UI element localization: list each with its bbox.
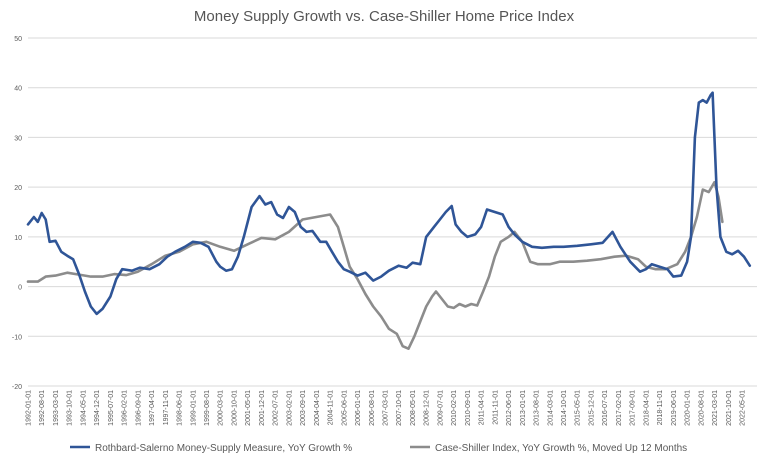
series-line-case-shiller — [26, 180, 724, 350]
series-line-money-supply — [26, 91, 752, 316]
x-tick-label: 2004-04-01 — [314, 390, 321, 426]
y-tick-label: -20 — [12, 384, 22, 391]
y-tick-label: 20 — [14, 185, 22, 192]
x-tick-label: 2019-06-01 — [671, 390, 678, 426]
x-tick-label: 2022-05-01 — [740, 390, 747, 426]
x-tick-label: 2016-07-01 — [602, 390, 609, 426]
x-tick-label: 2014-03-01 — [547, 390, 554, 426]
x-tick-label: 2018-04-01 — [643, 390, 650, 426]
x-tick-label: 2004-11-01 — [328, 390, 335, 425]
x-tick-label: 2006-01-01 — [355, 390, 362, 426]
x-tick-label: 2008-12-01 — [424, 390, 431, 426]
x-tick-label: 1998-06-01 — [177, 390, 184, 426]
x-tick-label: 2020-08-01 — [698, 390, 705, 426]
x-tick-label: 2011-04-01 — [479, 390, 486, 425]
x-tick-label: 1999-01-01 — [190, 390, 197, 426]
x-tick-label: 2013-08-01 — [534, 390, 541, 426]
x-tick-label: 2001-05-01 — [245, 390, 252, 426]
chart-title: Money Supply Growth vs. Case-Shiller Hom… — [193, 8, 575, 25]
y-tick-label: 40 — [14, 86, 22, 93]
x-tick-label: 2010-09-01 — [465, 390, 472, 426]
x-tick-label: 2002-07-01 — [273, 390, 280, 426]
y-tick-label: 50 — [14, 36, 22, 43]
x-tick-label: 1992-01-01 — [26, 390, 33, 426]
y-tick-label: 0 — [18, 285, 22, 292]
x-tick-label: 2018-11-01 — [657, 390, 664, 425]
x-tick-label: 2015-05-01 — [575, 390, 582, 426]
y-tick-label: 30 — [14, 135, 22, 142]
x-tick-label: 2017-02-01 — [616, 390, 623, 426]
x-tick-label: 2008-05-01 — [410, 390, 417, 426]
legend-label: Case-Shiller Index, YoY Growth %, Moved … — [435, 443, 687, 454]
x-tick-label: 2017-09-01 — [630, 390, 637, 426]
x-tick-label: 1992-08-01 — [39, 390, 46, 426]
x-tick-label: 2001-12-01 — [259, 390, 266, 426]
x-tick-label: 1997-04-01 — [149, 390, 156, 426]
x-tick-label: 2014-10-01 — [561, 390, 568, 426]
x-tick-label: 2000-03-01 — [218, 390, 225, 426]
x-tick-label: 2011-11-01 — [492, 390, 499, 425]
x-tick-label: 2009-07-01 — [437, 390, 444, 426]
x-tick-label: 2010-02-01 — [451, 390, 458, 426]
y-tick-label: -10 — [12, 334, 22, 341]
x-tick-label: 2021-10-01 — [726, 390, 733, 426]
x-tick-label: 2005-06-01 — [341, 390, 348, 426]
x-tick-label: 1996-09-01 — [135, 390, 142, 426]
x-tick-label: 2021-03-01 — [712, 390, 719, 426]
x-tick-label: 1997-11-01 — [163, 390, 170, 425]
x-tick-label: 1994-05-01 — [80, 390, 87, 426]
x-tick-label: 2013-01-01 — [520, 390, 527, 426]
x-tick-label: 2006-08-01 — [369, 390, 376, 426]
x-tick-label: 2003-02-01 — [286, 390, 293, 426]
y-tick-label: 10 — [14, 235, 22, 242]
x-tick-label: 1994-12-01 — [94, 390, 101, 426]
x-tick-label: 2012-06-01 — [506, 390, 513, 426]
x-tick-label: 1996-02-01 — [122, 390, 129, 426]
x-tick-label: 1993-03-01 — [53, 390, 60, 426]
x-tick-label: 2007-10-01 — [396, 390, 403, 426]
x-tick-label: 2003-09-01 — [300, 390, 307, 426]
x-tick-label: 2020-01-01 — [685, 390, 692, 426]
x-tick-label: 2015-12-01 — [588, 390, 595, 426]
x-tick-label: 2000-10-01 — [231, 390, 238, 426]
x-tick-label: 1993-10-01 — [67, 390, 74, 426]
legend-label: Rothbard-Salerno Money-Supply Measure, Y… — [95, 443, 352, 454]
x-tick-label: 2007-03-01 — [383, 390, 390, 426]
x-tick-label: 1999-08-01 — [204, 390, 211, 426]
x-tick-label: 1995-07-01 — [108, 390, 115, 426]
